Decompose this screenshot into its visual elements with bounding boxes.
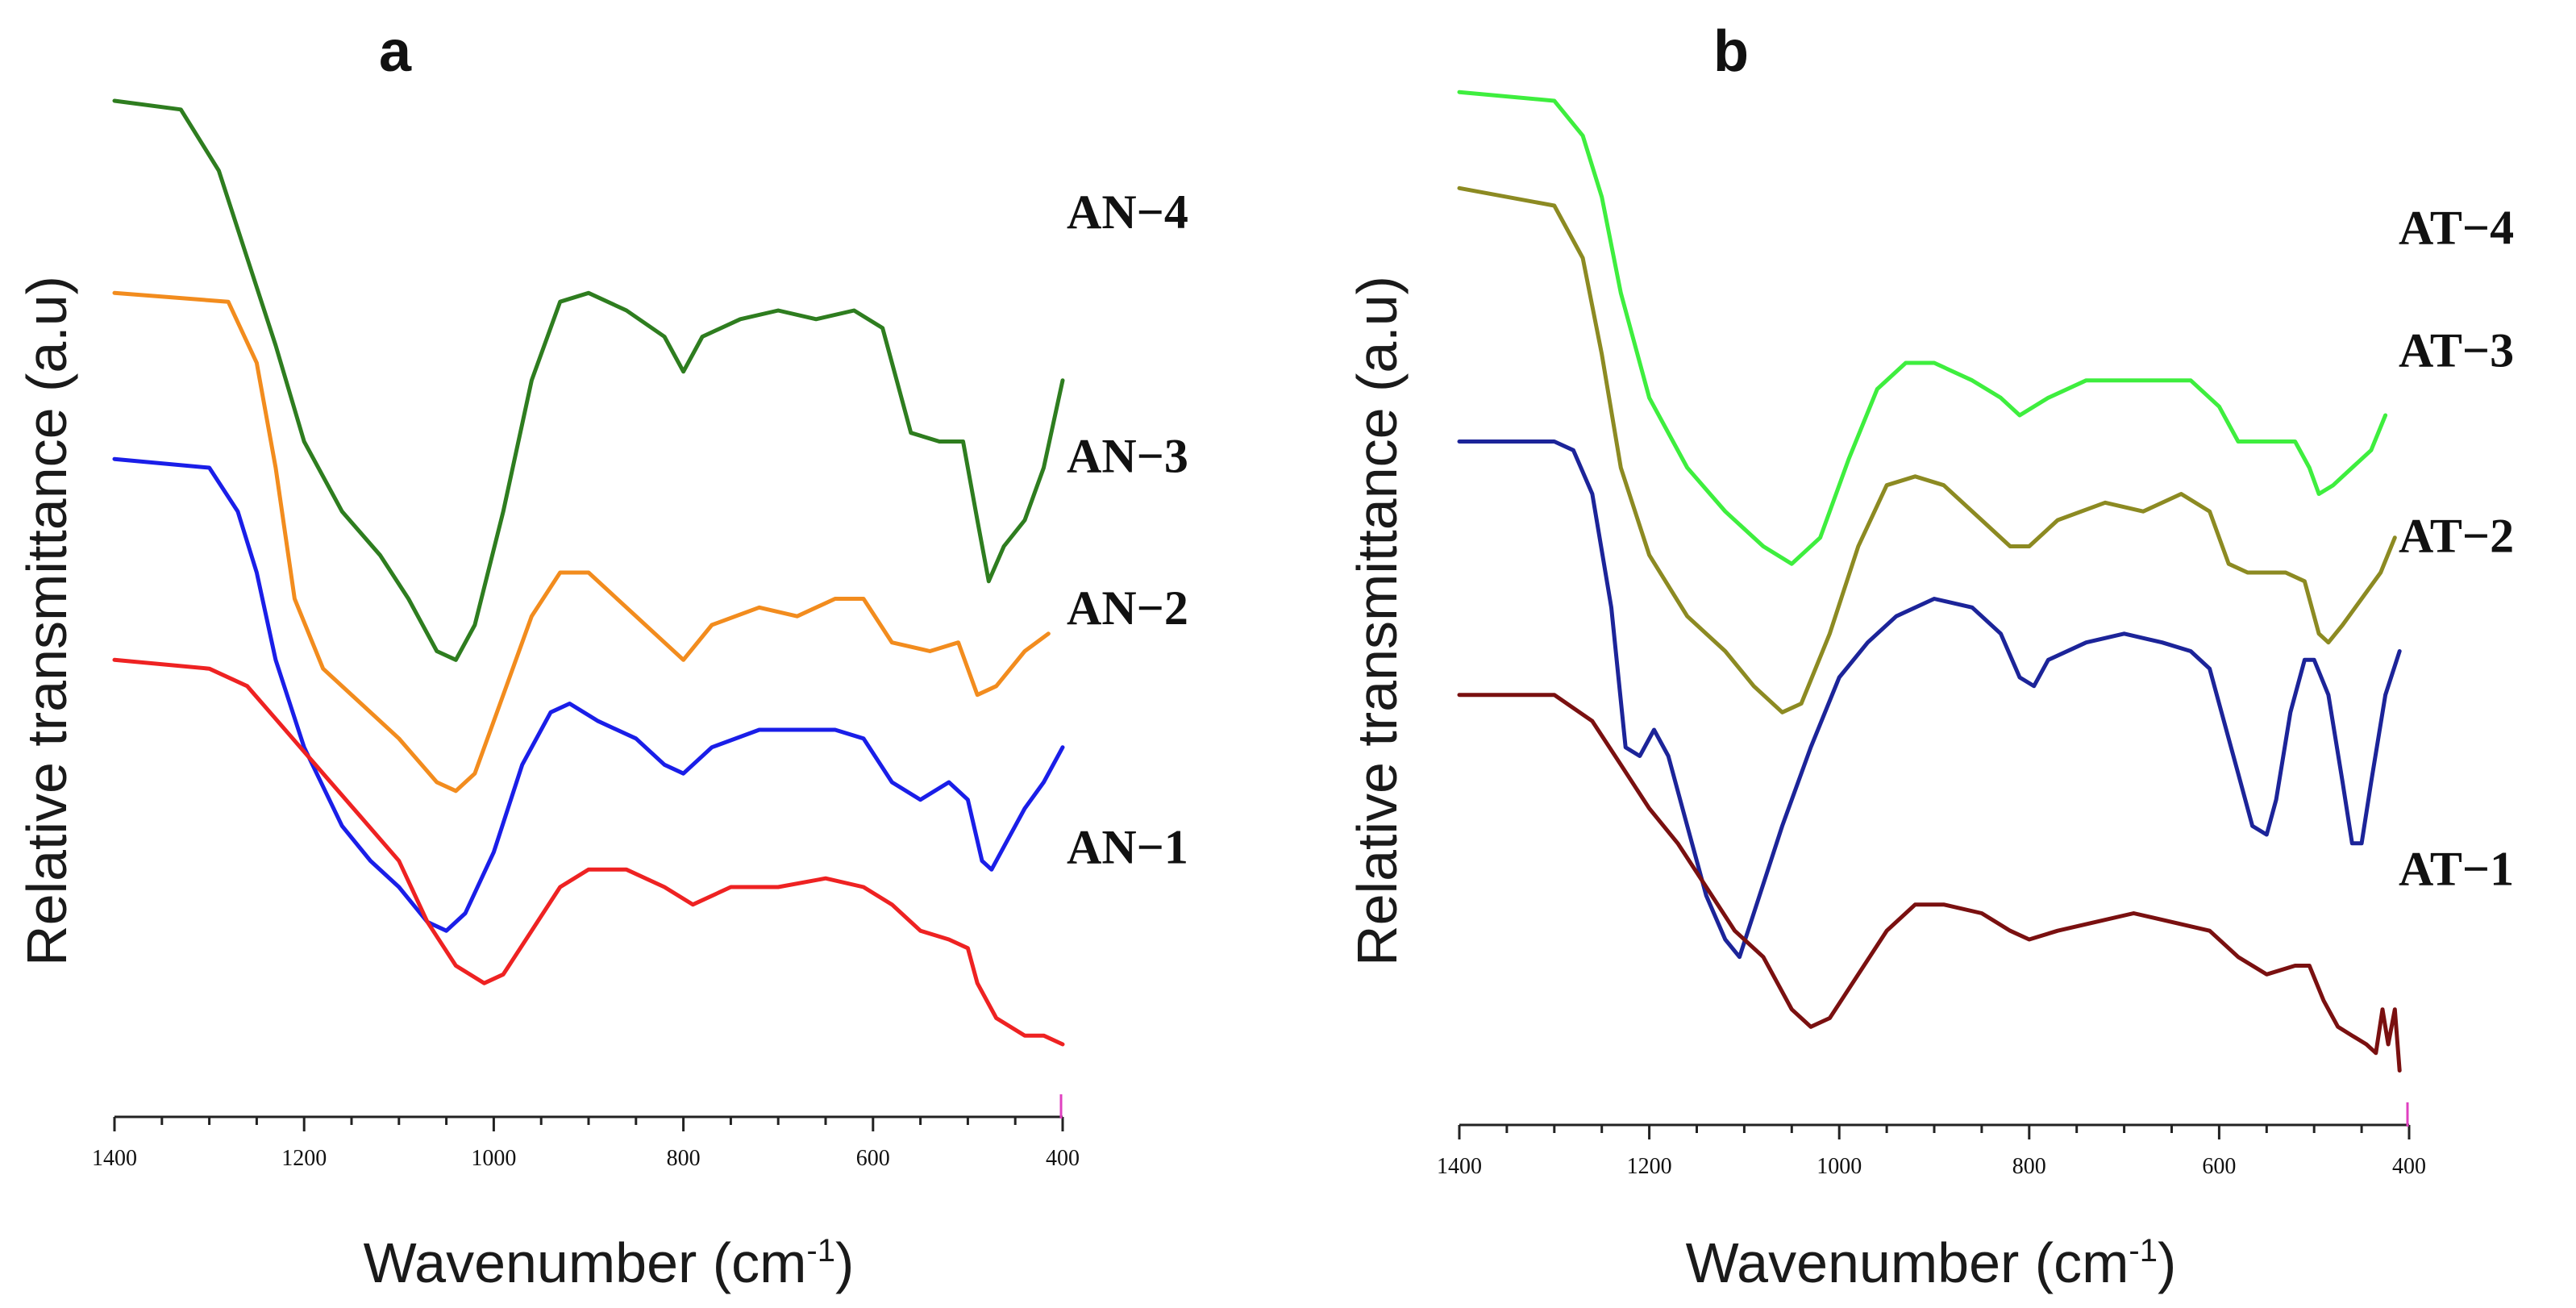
panel-b-x-label-sup: -1 — [2129, 1233, 2158, 1268]
series-line-an4 — [112, 98, 1065, 662]
series-line-an2 — [112, 456, 1065, 933]
series-label: AN−2 — [1067, 581, 1188, 635]
panel-b-x-axis-label: Wavenumber (cm-1) — [1686, 1231, 2177, 1294]
panel-b-letter: b — [1713, 19, 1749, 84]
panel-b-series: AT−4 AT−3 AT−2 AT−1 — [1457, 90, 2514, 1127]
x-tick-label: 1400 — [1437, 1154, 1482, 1179]
x-tick-label: 1200 — [1627, 1154, 1672, 1179]
series-line-an3 — [112, 290, 1051, 794]
panel-b-x-label-end: ) — [2158, 1231, 2176, 1294]
series-label: AN−1 — [1067, 821, 1188, 874]
panel-a-x-label-main: Wavenumber (cm — [364, 1231, 807, 1294]
x-tick-label: 600 — [2202, 1154, 2236, 1179]
x-tick-label: 1400 — [92, 1146, 137, 1171]
panel-a: a Relative transmittance (a.u) 1400 1200 1… — [15, 19, 1188, 1294]
x-tick-label: 800 — [667, 1146, 701, 1171]
series-line-at3 — [1457, 185, 2397, 714]
series-label: AT−1 — [2399, 842, 2514, 895]
series-label: AT−4 — [2399, 202, 2514, 255]
series-label: AN−3 — [1067, 429, 1188, 482]
series-label: AN−4 — [1067, 185, 1188, 239]
panel-a-y-axis-label: Relative transmittance (a.u) — [15, 276, 78, 966]
series-line-at4 — [1457, 90, 2388, 566]
panel-a-x-label-sup: -1 — [806, 1233, 835, 1268]
series-label: AT−2 — [2399, 510, 2514, 563]
x-tick-label: 600 — [856, 1146, 890, 1171]
x-tick-label: 400 — [1046, 1146, 1080, 1171]
panel-a-series: AN−4 AN−3 AN−2 AN−1 — [112, 98, 1188, 1118]
panel-a-x-axis-label: Wavenumber (cm-1) — [364, 1231, 855, 1294]
x-tick-label: 800 — [2012, 1154, 2046, 1179]
series-line-an1 — [112, 657, 1065, 1047]
series-label: AT−3 — [2399, 323, 2514, 377]
panel-a-x-axis: 1400 1200 1000 800 600 400 — [92, 1115, 1080, 1171]
x-tick-label: 400 — [2392, 1154, 2426, 1179]
series-line-at2 — [1457, 439, 2402, 960]
x-tick-label: 1000 — [471, 1146, 516, 1171]
panel-a-letter: a — [379, 19, 412, 84]
panel-b-x-axis: 1400 1200 1000 800 600 400 — [1437, 1123, 2426, 1179]
panel-b-x-label-main: Wavenumber (cm — [1686, 1231, 2129, 1294]
x-tick-label: 1200 — [281, 1146, 327, 1171]
series-line-at1 — [1457, 693, 2402, 1073]
panel-b-y-axis-label: Relative transmittance (a.u) — [1346, 276, 1409, 966]
panel-a-x-label-end: ) — [835, 1231, 854, 1294]
x-tick-label: 1000 — [1817, 1154, 1862, 1179]
panel-b: b Relative transmittance (a.u) 1400 1200 1… — [1346, 19, 2514, 1294]
